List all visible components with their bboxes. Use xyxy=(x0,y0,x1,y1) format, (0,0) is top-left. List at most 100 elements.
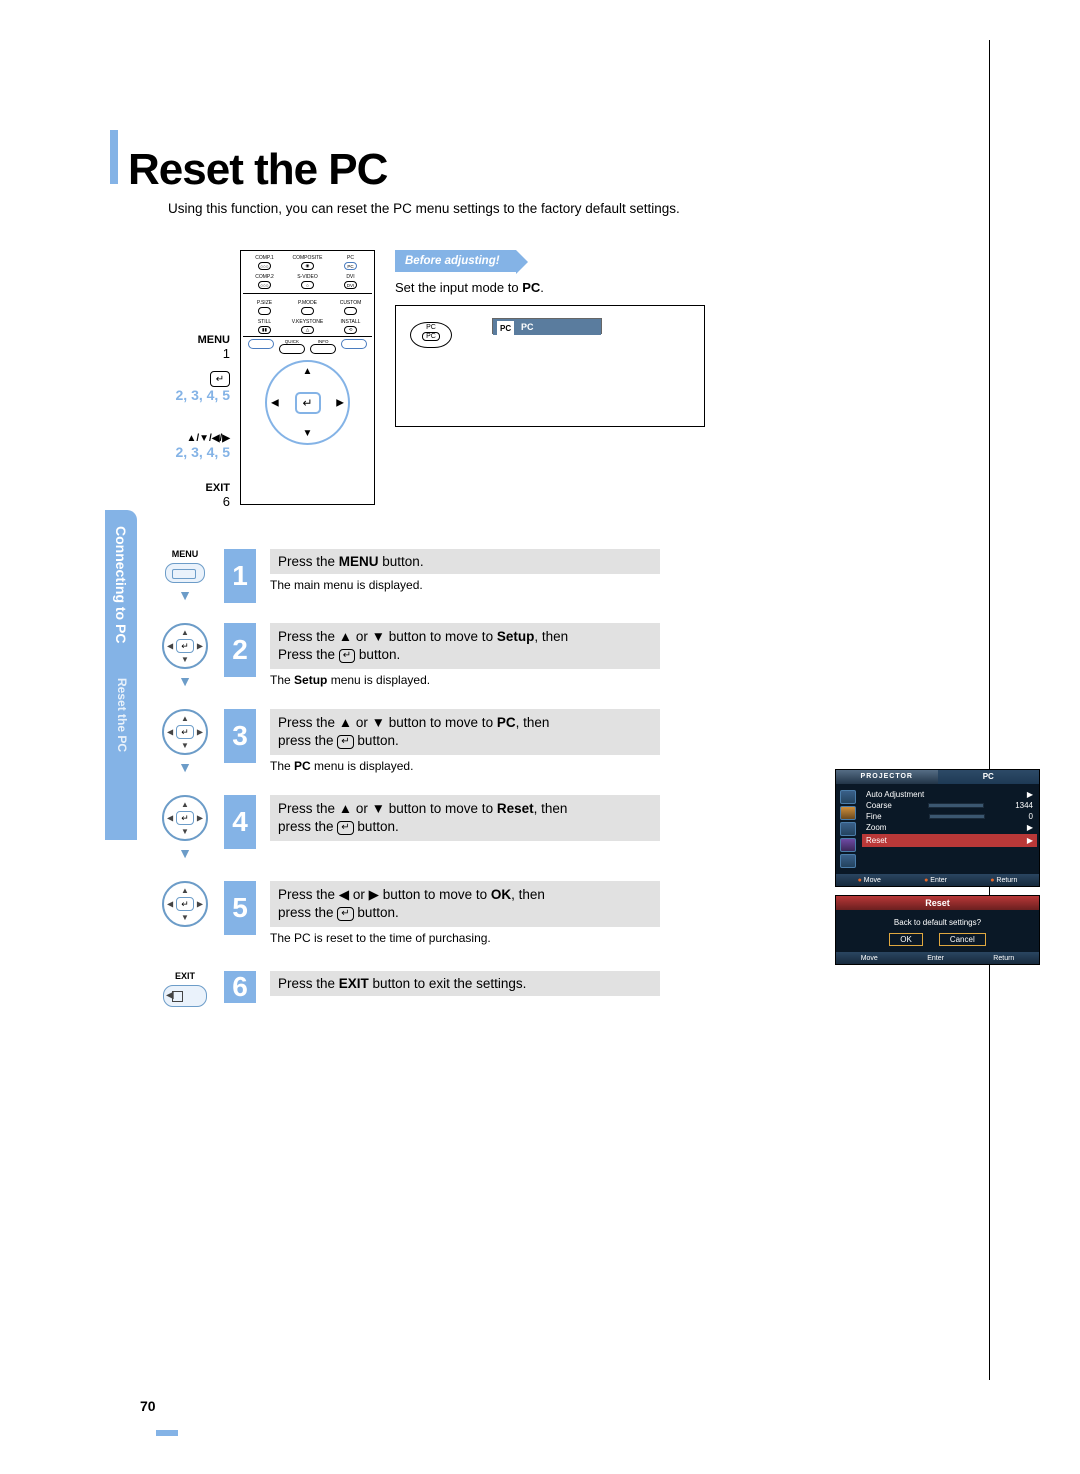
pc-display-box: PC PC PC xyxy=(395,305,705,427)
title-accent-bar xyxy=(110,130,118,184)
page-number-accent xyxy=(156,1430,178,1436)
step-description: The main menu is displayed. xyxy=(270,578,660,592)
step-instruction: Press the MENU button. xyxy=(270,549,660,574)
pc-oval-label: PC xyxy=(426,324,436,331)
step-number: 3 xyxy=(224,709,256,763)
step-instruction: Press the ▲ or ▼ button to move to Reset… xyxy=(270,795,660,841)
section-tab-line2: Reset the PC xyxy=(115,678,129,752)
rc-psize-btn xyxy=(258,307,271,315)
page-content: Reset the PC Using this function, you ca… xyxy=(110,130,960,1027)
step-row: ▲▼◀▶ ↵ ▼ 2 Press the ▲ or ▼ button to mo… xyxy=(160,623,960,689)
step-description: The PC is reset to the time of purchasin… xyxy=(270,931,660,945)
page-number: 70 xyxy=(140,1398,156,1414)
dpad-enter-icon: ↵ xyxy=(295,392,321,414)
rc-comp2-label: COMP.2 xyxy=(255,274,274,280)
step-number: 6 xyxy=(224,971,256,1003)
dpad-right-icon: ▶ xyxy=(336,397,344,408)
label-menu: MENU xyxy=(160,334,230,346)
osd-foot-enter: Enter xyxy=(924,877,947,884)
osd-item-label: Fine xyxy=(866,812,882,821)
label-exit: EXIT xyxy=(160,482,230,494)
rc-quick-btn xyxy=(279,344,305,354)
pc-osd-header: PC xyxy=(493,319,601,335)
flow-arrow-icon: ▼ xyxy=(178,845,192,861)
rc-bottom-row: QUICK INFO xyxy=(241,339,374,354)
label-steps-2345-b: 2, 3, 4, 5 xyxy=(160,444,230,460)
osd-item-label: Zoom xyxy=(866,823,886,832)
exit-button-icon xyxy=(163,985,207,1007)
before-text: Set the input mode to PC. xyxy=(395,280,735,295)
osd-menu-list: Auto Adjustment▶ Coarse1344 Fine0 Zoom▶ … xyxy=(860,784,1039,874)
osd-pc-tabs: PROJECTOR PC xyxy=(836,770,1039,784)
before-ribbon: Before adjusting! xyxy=(395,250,516,272)
remote-step-labels: MENU 1 ↵ 2, 3, 4, 5 ▲/▼/◀/▶ 2, 3, 4, 5 E… xyxy=(160,250,230,509)
before-adjusting-box: Before adjusting! Set the input mode to … xyxy=(395,250,735,509)
label-step-6: 6 xyxy=(160,494,230,509)
rc-dpad: ▲ ▼ ◀ ▶ ↵ xyxy=(265,360,350,445)
rc-pc-btn: PC xyxy=(344,262,357,270)
rc-svideo-label: S-VIDEO xyxy=(297,274,318,280)
osd-reset-message: Back to default settings? xyxy=(836,910,1039,933)
before-text-bold: PC xyxy=(522,280,540,295)
step-instruction: Press the EXIT button to exit the settin… xyxy=(270,971,660,996)
rc-composite-btn: ◉ xyxy=(301,262,314,270)
osd-footer: Move Enter Return xyxy=(836,874,1039,886)
rc-comp2-btn: ○○○ xyxy=(258,281,271,289)
step-description: The PC menu is displayed. xyxy=(270,759,660,773)
osd-reset-cancel: Cancel xyxy=(939,933,986,946)
flow-arrow-icon: ▼ xyxy=(178,587,192,603)
osd-icon-column xyxy=(836,784,860,874)
step6-icon-label: EXIT xyxy=(175,971,195,981)
rc-exit-btn xyxy=(341,339,367,349)
rc-still-btn: ▮▮ xyxy=(258,326,271,334)
rc-vkey-label: V.KEYSTONE xyxy=(292,319,323,325)
rc-still-label: STILL xyxy=(258,319,271,325)
osd-slider-bar xyxy=(929,814,985,819)
osd-side-icon xyxy=(840,790,856,804)
rc-svideo-btn: ○ xyxy=(301,281,314,289)
rc-custom-label: CUSTOM xyxy=(340,300,362,306)
rc-menu-btn xyxy=(248,339,274,349)
osd-tab-pc: PC xyxy=(938,770,1040,784)
rc-quick-label: QUICK xyxy=(285,339,299,344)
rc-custom-btn xyxy=(344,307,357,315)
osd-side-icon xyxy=(840,822,856,836)
pc-osd-mini: PC xyxy=(492,318,602,334)
step-instruction: Press the ▲ or ▼ button to move to Setup… xyxy=(270,623,660,669)
osd-tab-projector: PROJECTOR xyxy=(836,770,938,784)
label-step-1: 1 xyxy=(160,346,230,361)
osd-item-highlight-label: Reset xyxy=(866,836,887,845)
top-reference-area: MENU 1 ↵ 2, 3, 4, 5 ▲/▼/◀/▶ 2, 3, 4, 5 E… xyxy=(160,250,960,509)
pc-oval-icon: PC PC xyxy=(410,322,452,348)
page-right-rule xyxy=(989,40,990,1380)
rc-psize-label: P.SIZE xyxy=(257,300,272,306)
rc-vkey-btn: △ xyxy=(301,326,314,334)
page-subtitle: Using this function, you can reset the P… xyxy=(168,201,960,216)
rc-pc-label: PC xyxy=(347,255,354,261)
dpad-icon: ▲▼◀▶ ↵ xyxy=(162,795,208,841)
osd-item-value: 1344 xyxy=(1015,801,1033,810)
rc-dvi-btn: DVI xyxy=(344,281,357,289)
section-tab: Connecting to PC Reset the PC xyxy=(105,510,137,840)
title-row: Reset the PC xyxy=(110,130,960,195)
osd-reset-ok: OK xyxy=(889,933,923,946)
step-row: ▲▼◀▶ ↵ ▼ 3 Press the ▲ or ▼ button to mo… xyxy=(160,709,960,775)
page-title: Reset the PC xyxy=(128,145,387,195)
dpad-icon: ▲▼◀▶ ↵ xyxy=(162,881,208,927)
step-number: 4 xyxy=(224,795,256,849)
rc-pmode-btn xyxy=(301,307,314,315)
osd-foot-return: Return xyxy=(993,955,1014,962)
osd-item-arrow: ▶ xyxy=(1027,836,1033,845)
step-number: 5 xyxy=(224,881,256,935)
osd-reset-title: Reset xyxy=(836,896,1039,910)
osd-foot-enter: Enter xyxy=(927,955,944,962)
dpad-up-icon: ▲ xyxy=(303,366,313,377)
menu-button-icon xyxy=(165,563,205,583)
enter-icon: ↵ xyxy=(339,649,355,663)
rc-info-label: INFO xyxy=(318,339,329,344)
step-number: 2 xyxy=(224,623,256,677)
rc-install-label: INSTALL xyxy=(341,319,361,325)
osd-foot-move: Move xyxy=(861,955,878,962)
rc-dvi-label: DVI xyxy=(346,274,354,280)
osd-slider-bar xyxy=(928,803,984,808)
